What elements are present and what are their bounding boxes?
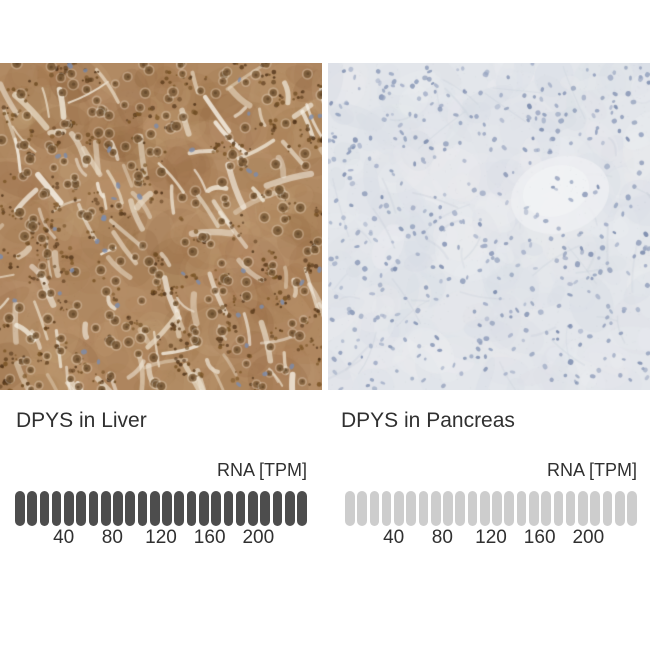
pancreas-ihc-micrograph — [328, 63, 650, 390]
gauge-pill — [211, 491, 221, 526]
gauge-tick-label: 40 — [383, 527, 405, 548]
panel-title-liver: DPYS in Liver — [16, 409, 147, 432]
gauge-pill — [235, 491, 246, 526]
rna-expression-gauge-pancreas — [345, 491, 637, 526]
gauge-pill — [345, 491, 355, 526]
gauge-pill — [260, 491, 270, 526]
gauge-pill — [125, 491, 136, 526]
gauge-pill — [198, 491, 209, 526]
gauge-tick-label: 40 — [53, 527, 75, 548]
gauge-pill — [467, 491, 478, 526]
gauge-pill — [27, 491, 37, 526]
gauge-pill — [297, 491, 307, 526]
liver-ihc-micrograph — [0, 63, 322, 390]
gauge-pill — [149, 491, 160, 526]
gauge-pill — [528, 491, 539, 526]
gauge-pill — [284, 491, 295, 526]
gauge-tick-label: 120 — [145, 527, 177, 548]
gauge-pill — [394, 491, 404, 526]
gauge-pill — [15, 491, 25, 526]
gauge-pill — [248, 491, 258, 526]
gauge-pill — [627, 491, 637, 526]
gauge-pill — [455, 491, 466, 526]
gauge-pill — [418, 491, 429, 526]
gauge-tick-label: 160 — [193, 527, 226, 548]
gauge-tick-label: 200 — [242, 527, 275, 548]
rna-expression-gauge-liver — [15, 491, 307, 526]
gauge-pill — [39, 491, 50, 526]
gauge-pill — [614, 491, 625, 526]
panel-title-pancreas: DPYS in Pancreas — [341, 409, 515, 432]
gauge-pill — [357, 491, 367, 526]
gauge-tick-label: 80 — [431, 527, 453, 548]
gauge-tick-labels-pancreas: 40 80 120 160 200 — [345, 527, 637, 551]
gauge-pill — [162, 491, 172, 526]
gauge-pill — [406, 491, 417, 526]
gauge-pill — [590, 491, 600, 526]
gauge-tick-label: 120 — [475, 527, 507, 548]
gauge-pill — [578, 491, 588, 526]
gauge-pill — [492, 491, 502, 526]
rna-tpm-unit-label-liver: RNA [TPM] — [216, 460, 307, 480]
rna-tpm-unit-label-pancreas: RNA [TPM] — [546, 460, 637, 480]
gauge-tick-label: 80 — [101, 527, 123, 548]
gauge-pill — [541, 491, 551, 526]
gauge-pill — [186, 491, 197, 526]
gauge-pill — [272, 491, 283, 526]
gauge-pill — [565, 491, 576, 526]
gauge-pill — [602, 491, 613, 526]
gauge-tick-label: 200 — [572, 527, 605, 548]
gauge-pill — [381, 491, 392, 526]
gauge-pill — [479, 491, 490, 526]
gauge-tick-labels-liver: 40 80 120 160 200 — [15, 527, 307, 551]
gauge-pill — [504, 491, 515, 526]
gauge-pill — [223, 491, 234, 526]
gauge-pill — [76, 491, 87, 526]
gauge-pill — [516, 491, 527, 526]
gauge-pill — [51, 491, 62, 526]
gauge-pill — [64, 491, 74, 526]
gauge-pill — [430, 491, 441, 526]
gauge-pill — [443, 491, 453, 526]
gauge-pill — [100, 491, 111, 526]
gauge-tick-label: 160 — [523, 527, 556, 548]
gauge-pill — [553, 491, 564, 526]
gauge-pill — [113, 491, 123, 526]
gauge-pill — [174, 491, 185, 526]
gauge-pill — [369, 491, 380, 526]
gauge-pill — [88, 491, 99, 526]
gauge-pill — [137, 491, 148, 526]
